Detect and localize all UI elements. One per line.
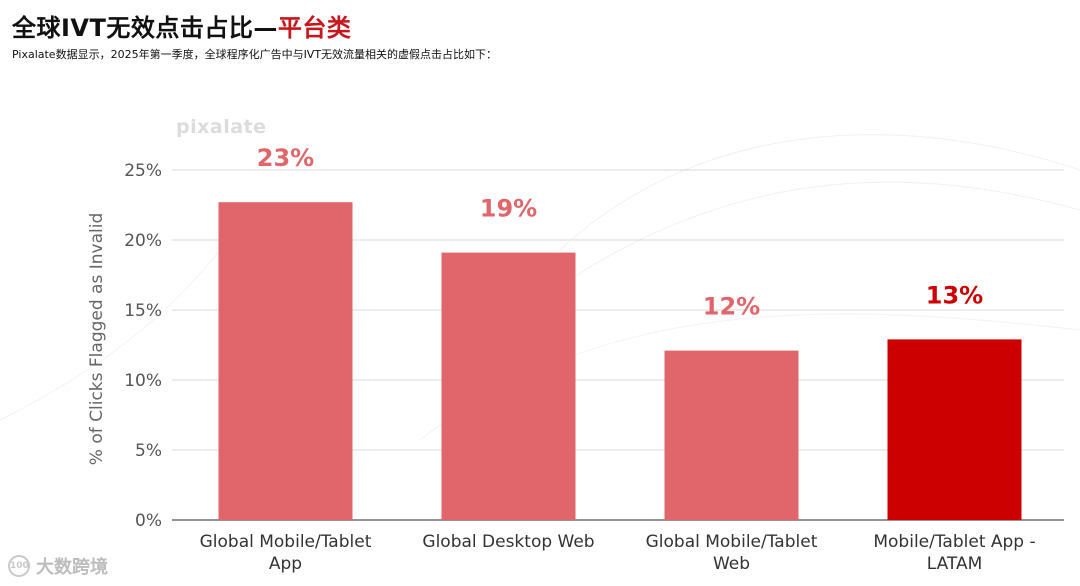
data-label: 19%: [480, 195, 537, 223]
source-text: 大数跨境: [36, 557, 108, 578]
title-accent: 平台类: [277, 14, 352, 42]
bar: [664, 350, 799, 520]
x-tick-label: Global Mobile/Tablet: [200, 532, 372, 552]
bar: [218, 202, 353, 520]
data-label: 12%: [703, 293, 760, 321]
x-tick-label: Global Mobile/Tablet: [646, 532, 818, 552]
y-tick-label: 10%: [124, 371, 162, 391]
y-tick-label: 20%: [124, 231, 162, 251]
data-label: 13%: [926, 281, 983, 309]
data-label: 23%: [257, 144, 314, 172]
brand-logo-icon: 100: [8, 555, 30, 577]
x-tick-label: Global Desktop Web: [422, 532, 594, 552]
x-tick-label: Mobile/Tablet App -: [873, 532, 1035, 552]
x-tick-label: Web: [713, 554, 750, 574]
source-watermark: 100 大数跨境: [8, 553, 108, 579]
bar: [441, 252, 576, 520]
pixalate-watermark: pixalate: [176, 116, 267, 138]
y-tick-label: 0%: [135, 511, 162, 531]
x-tick-label: App: [269, 554, 302, 574]
y-tick-label: 5%: [135, 441, 162, 461]
y-tick-label: 15%: [124, 301, 162, 321]
y-tick-label: 25%: [124, 161, 162, 181]
page-title: 全球IVT无效点击占比—平台类: [12, 8, 351, 43]
x-tick-label: LATAM: [927, 554, 983, 574]
page-subtitle: Pixalate数据显示，2025年第一季度，全球程序化广告中与IVT无效流量相…: [12, 48, 498, 61]
title-main: 全球IVT无效点击占比—: [12, 14, 278, 42]
bar: [887, 339, 1022, 520]
y-axis-title: % of Clicks Flagged as Invalid: [87, 213, 107, 465]
